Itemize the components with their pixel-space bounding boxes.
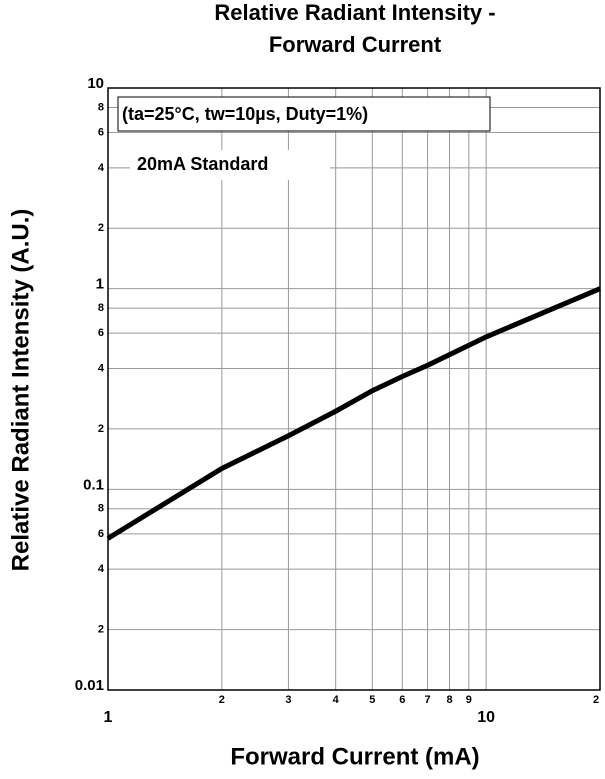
y-tick-label: 8 [98,101,104,113]
data-line [106,286,601,541]
y-tick-label: 0.1 [83,476,104,493]
y-tick-label: 6 [98,327,104,339]
y-tick-label: 0.01 [75,677,104,694]
x-axis-label: Forward Current (mA) [230,743,479,770]
y-tick-label: 2 [98,623,104,635]
chart-title: Forward Current [269,32,442,57]
y-tick-label: 8 [98,503,104,515]
x-tick-label: 2 [593,694,599,706]
y-tick-label: 6 [98,126,104,138]
y-tick-label: 4 [98,362,105,374]
x-tick-label: 3 [285,694,291,706]
x-tick-label: 4 [333,694,340,706]
plot-frame [107,87,601,691]
y-tick-label: 10 [87,75,104,92]
annotation-box [117,96,491,132]
x-tick-label: 8 [446,694,452,706]
x-tick-label: 2 [219,694,225,706]
annotation-bg [130,150,330,180]
annotation: (ta=25°C, tw=10µs, Duty=1%) [122,104,368,124]
x-tick-label: 9 [466,694,472,706]
y-tick-label: 4 [98,563,105,575]
y-tick-label: 6 [98,528,104,540]
y-tick-label: 2 [98,423,104,435]
y-tick-label: 1 [96,276,104,293]
y-tick-label: 4 [98,162,105,174]
y-axis-label: Relative Radiant Intensity (A.U.) [7,209,34,572]
y-tick-label: 8 [98,302,104,314]
x-tick-label: 1 [104,709,113,726]
chart-title: Relative Radiant Intensity - [214,0,495,25]
annotation: 20mA Standard [137,154,268,174]
x-tick-label: 5 [369,694,375,706]
x-tick-label: 7 [425,694,431,706]
x-tick-label: 10 [477,709,495,726]
y-tick-label: 2 [98,222,104,234]
x-tick-label: 6 [399,694,405,706]
